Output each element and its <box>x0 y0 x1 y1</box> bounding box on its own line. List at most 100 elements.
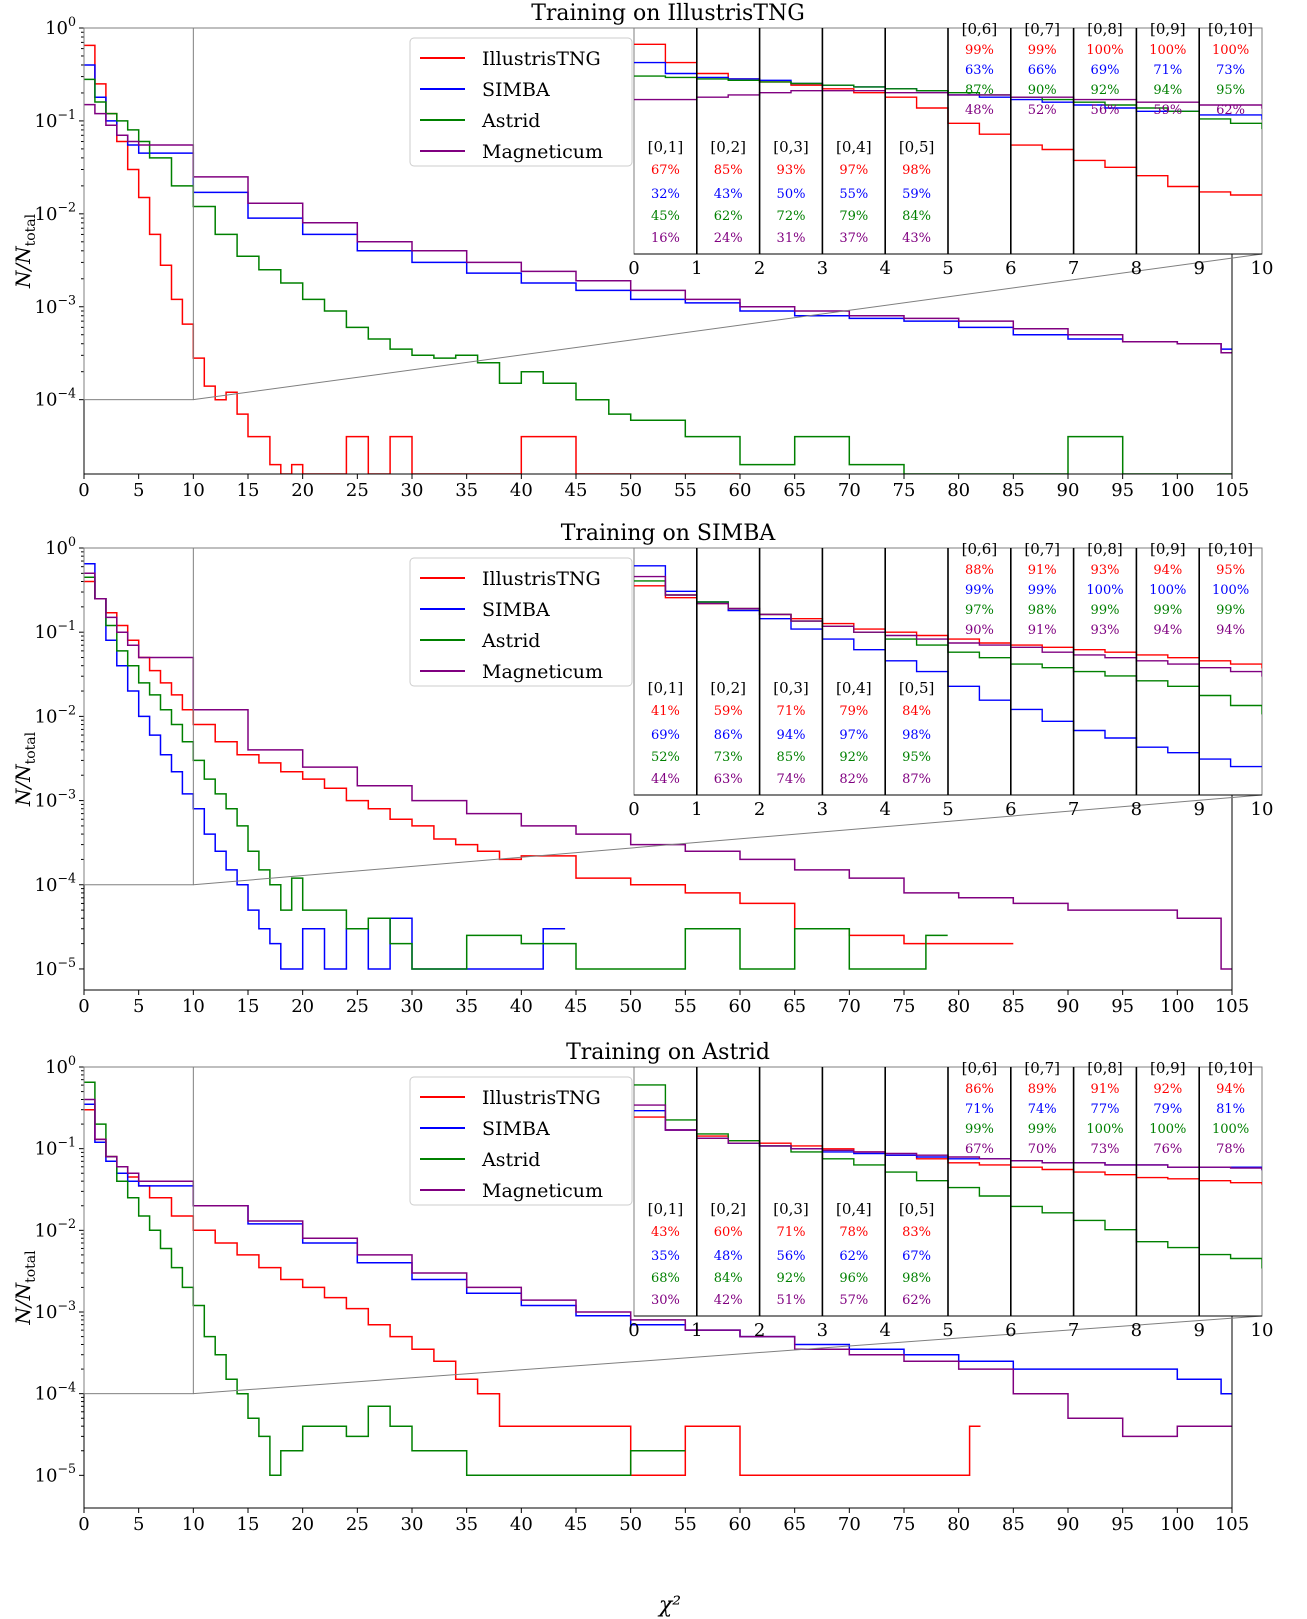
series-group <box>84 1081 1232 1477</box>
bin-range-label: [0,8] <box>1087 20 1123 38</box>
zoom-region-box <box>83 27 194 401</box>
bin-percent-astrid: 100% <box>1149 1122 1186 1137</box>
bin-percent-simba: 74% <box>1028 1102 1057 1117</box>
x-tick-label: 10 <box>182 1514 205 1535</box>
bin-percent-simba: 63% <box>965 63 994 78</box>
bin-percent-simba: 50% <box>777 187 806 202</box>
bin-percent-illustristng: 79% <box>839 704 868 719</box>
bin-percent-magneticum: 57% <box>839 1293 868 1308</box>
x-tick-label: 95 <box>1111 480 1134 501</box>
bin-percent-illustristng: 78% <box>839 1225 868 1240</box>
inset-x-tick-label: 0 <box>628 799 639 820</box>
series-line-simba <box>84 1103 1232 1395</box>
bin-percent-simba: 71% <box>1153 63 1182 78</box>
inset-x-tick-label: 2 <box>754 1320 765 1341</box>
bin-percent-simba: 66% <box>1028 63 1057 78</box>
inset-x-tick-label: 1 <box>691 258 702 279</box>
inset-x-tick-label: 0 <box>628 258 639 279</box>
x-tick-label: 70 <box>838 1514 861 1535</box>
y-axis-label: N/Ntotal <box>11 1250 39 1326</box>
x-tick-label: 90 <box>1057 480 1080 501</box>
bin-percent-simba: 59% <box>902 187 931 202</box>
bin-range-label: [0,5] <box>899 679 935 697</box>
series-line-astrid <box>84 1081 686 1477</box>
bin-percent-illustristng: 97% <box>839 163 868 178</box>
series-group <box>84 563 1232 970</box>
y-tick-label: 10−3 <box>35 293 76 318</box>
bin-percent-magneticum: 51% <box>777 1293 806 1308</box>
bin-percent-astrid: 99% <box>1153 603 1182 618</box>
bin-percent-illustristng: 94% <box>1216 1082 1245 1097</box>
x-tick-label: 10 <box>182 996 205 1017</box>
legend: IllustrisTNG SIMBA Astrid Magneticum <box>409 557 633 687</box>
x-tick-label: 60 <box>729 996 752 1017</box>
inset-x-tick-label: 4 <box>879 1320 890 1341</box>
bin-range-label: [0,10] <box>1208 540 1253 558</box>
y-tick-label: 10−5 <box>35 955 76 980</box>
zoom-region-box <box>83 1066 194 1395</box>
bin-percent-magneticum: 74% <box>777 772 806 787</box>
zoom-connector <box>193 253 1263 401</box>
series-line-astrid <box>84 78 1232 474</box>
series-line-magneticum <box>84 572 1232 970</box>
bin-range-label: [0,1] <box>648 1200 684 1218</box>
bin-percent-illustristng: 99% <box>965 43 994 58</box>
x-tick-label: 90 <box>1057 1514 1080 1535</box>
x-tick-label: 5 <box>133 480 144 501</box>
zoom-connector <box>193 794 1263 886</box>
bin-percent-astrid: 84% <box>902 209 931 224</box>
series-line-magneticum <box>84 103 1232 354</box>
x-tick-label: 55 <box>674 1514 697 1535</box>
bin-percent-simba: 32% <box>651 187 680 202</box>
x-tick-label: 100 <box>1160 996 1194 1017</box>
legend-frame <box>409 37 633 167</box>
x-tick-label: 90 <box>1057 996 1080 1017</box>
bin-percent-astrid: 84% <box>714 1271 743 1286</box>
bin-range-label: [0,4] <box>836 138 872 156</box>
bin-percent-illustristng: 83% <box>902 1225 931 1240</box>
bin-range-label: [0,3] <box>773 679 809 697</box>
inset-x-tick-label: 4 <box>879 258 890 279</box>
x-tick-label: 65 <box>783 996 806 1017</box>
x-tick-label: 75 <box>893 996 916 1017</box>
bin-percent-magneticum: 30% <box>651 1293 680 1308</box>
bin-percent-magneticum: 59% <box>1153 103 1182 118</box>
bin-percent-magneticum: 90% <box>965 623 994 638</box>
bin-percent-simba: 56% <box>777 1249 806 1264</box>
bin-range-label: [0,2] <box>710 138 746 156</box>
bin-percent-astrid: 45% <box>651 209 680 224</box>
bin-percent-simba: 99% <box>965 583 994 598</box>
bin-percent-astrid: 95% <box>902 750 931 765</box>
chart-title: Training on SIMBA <box>561 521 777 546</box>
y-tick-label: 10−5 <box>35 1461 76 1486</box>
x-tick-label: 45 <box>565 480 588 501</box>
inset-x-tick-label: 0 <box>628 1320 639 1341</box>
bin-percent-illustristng: 88% <box>965 563 994 578</box>
bin-percent-astrid: 100% <box>1086 1122 1123 1137</box>
inset-x-tick-label: 8 <box>1131 1320 1142 1341</box>
x-tick-label: 40 <box>510 996 533 1017</box>
x-tick-label: 40 <box>510 1514 533 1535</box>
bin-range-label: [0,8] <box>1087 540 1123 558</box>
x-tick-label: 5 <box>133 996 144 1017</box>
bin-range-label: [0,7] <box>1024 540 1060 558</box>
legend-label-simba: SIMBA <box>482 79 550 101</box>
bin-range-label: [0,6] <box>962 20 998 38</box>
x-tick-label: 35 <box>455 1514 478 1535</box>
bin-percent-illustristng: 89% <box>1028 1082 1057 1097</box>
x-axis-label: χ² <box>657 1593 681 1618</box>
inset-x-tick-label: 4 <box>879 799 890 820</box>
legend-label-illustristng: IllustrisTNG <box>482 1087 601 1109</box>
inset-x-tick-label: 5 <box>942 799 953 820</box>
bin-range-label: [0,9] <box>1150 1059 1186 1077</box>
x-tick-label: 0 <box>78 996 89 1017</box>
bin-percent-magneticum: 93% <box>1091 623 1120 638</box>
bin-percent-magneticum: 94% <box>1153 623 1182 638</box>
bin-percent-magneticum: 70% <box>1028 1142 1057 1157</box>
bin-range-label: [0,1] <box>648 679 684 697</box>
bin-percent-illustristng: 86% <box>965 1082 994 1097</box>
bin-range-label: [0,10] <box>1208 1059 1253 1077</box>
bin-percent-illustristng: 100% <box>1086 43 1123 58</box>
inset-x-tick-label: 3 <box>817 258 828 279</box>
